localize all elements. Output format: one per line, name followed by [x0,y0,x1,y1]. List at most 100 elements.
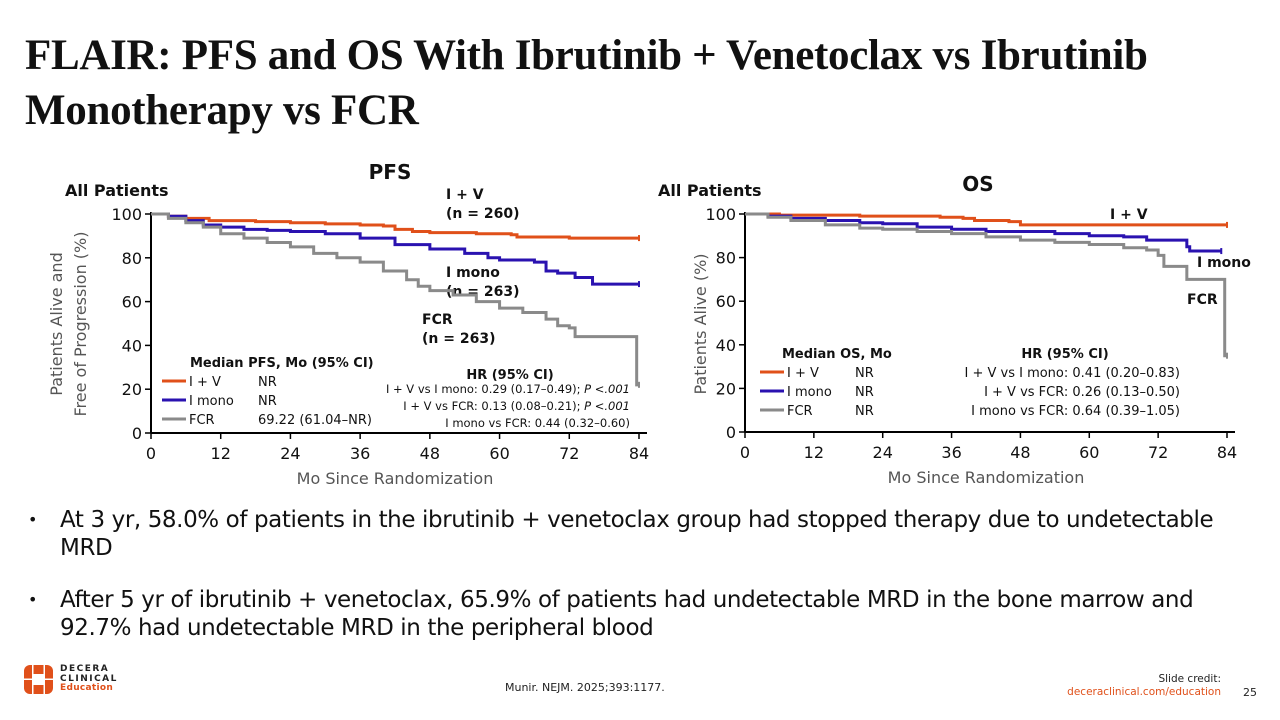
pfs-hr-p-value: P <.001 [584,399,630,413]
os-legend-value: NR [855,385,874,400]
logo-line-1: DECERA [60,664,110,675]
pfs-x-tick-label: 84 [629,444,649,463]
bullet-item: • At 3 yr, 58.0% of patients in the ibru… [28,506,1258,562]
os-hr-row: I + V vs I mono: 0.41 (0.20–0.83) [964,366,1180,381]
os-series-iv [745,212,1227,227]
pfs-series-label-iv: (n = 260) [446,206,519,222]
bullet-dot-icon: • [28,510,38,529]
pfs-y-tick-label: 60 [122,293,142,312]
os-x-tick-label: 84 [1217,443,1237,462]
os-x-tick-label: 0 [740,443,750,462]
pfs-subtitle: All Patients [65,181,169,200]
os-y-tick-label: 0 [726,423,736,442]
bullet-text: At 3 yr, 58.0% of patients in the ibruti… [60,507,1214,561]
os-hr-title: HR (95% CI) [1021,347,1108,362]
slide-title: FLAIR: PFS and OS With Ibrutinib + Venet… [25,32,1148,134]
pfs-hr-p-value: P <.001 [584,382,630,396]
pfs-legend-label: I mono [189,394,234,409]
pfs-series-fcr [151,212,639,387]
pfs-y-axis-label: Patients Alive and [47,252,66,395]
os-x-tick-label: 60 [1079,443,1099,462]
os-hr-row: I mono vs FCR: 0.64 (0.39–1.05) [971,404,1180,419]
slide-credit: Slide credit: deceraclinical.com/educati… [1067,673,1221,699]
os-x-tick-label: 48 [1010,443,1030,462]
pfs-series-label-imono: I mono [446,265,500,281]
os-x-tick-label: 72 [1148,443,1168,462]
decera-logo: DECERA CLINICAL Education [24,665,118,694]
decera-logo-icon [24,665,53,694]
os-y-axis-label: Patients Alive (%) [691,253,710,394]
pfs-y-tick-label: 40 [122,336,142,355]
os-x-tick-label: 12 [804,443,824,462]
pfs-hr-row: I + V vs I mono: 0.29 (0.17–0.49); P <.0… [386,382,630,396]
citation: Munir. NEJM. 2025;393:1177. [505,681,665,694]
pfs-legend-value: NR [258,375,277,390]
charts-canvas: PFS All Patients 0 20 40 60 80 100 0 12 24 36 48 60 72… [47,160,1251,488]
os-legend-title: Median OS, Mo [782,347,892,362]
os-chart-title: OS [962,172,993,196]
os-subtitle: All Patients [658,181,762,200]
os-series-label-imono: I mono [1197,255,1251,271]
pfs-y-tick-label: 80 [122,249,142,268]
os-hr-text: I + V vs I mono: 0.41 (0.20–0.83) [964,366,1180,381]
pfs-x-tick-label: 60 [489,444,509,463]
pfs-legend-value: NR [258,394,277,409]
pfs-series-iv [151,212,639,240]
logo-wordmark: DECERA CLINICAL Education [60,665,118,694]
os-y-tick-label: 60 [716,292,736,311]
bullet-text: After 5 yr of ibrutinib + venetoclax, 65… [60,587,1194,641]
credit-label: Slide credit: [1158,673,1221,685]
pfs-series-label-fcr: FCR [422,312,453,328]
pfs-series-label-imono: (n = 263) [446,284,519,300]
os-legend-value: NR [855,404,874,419]
pfs-hr-row: I + V vs FCR: 0.13 (0.08–0.21); P <.001 [403,399,630,413]
os-series-label-fcr: FCR [1187,292,1218,308]
credit-link[interactable]: deceraclinical.com/education [1067,686,1221,698]
os-x-axis-label: Mo Since Randomization [888,468,1085,487]
pfs-hr-title: HR (95% CI) [466,368,553,383]
os-legend-value: NR [855,366,874,381]
os-hr-text: I + V vs FCR: 0.26 (0.13–0.50) [984,385,1180,400]
pfs-x-tick-label: 36 [350,444,370,463]
os-x-tick-label: 36 [941,443,961,462]
pfs-series-imono [151,212,639,286]
pfs-hr-text: I + V vs I mono: 0.29 (0.17–0.49); [386,382,584,396]
pfs-legend-title: Median PFS, Mo (95% CI) [190,356,374,371]
os-y-tick-label: 80 [716,249,736,268]
bullet-list: • At 3 yr, 58.0% of patients in the ibru… [28,506,1258,666]
pfs-x-tick-label: 0 [146,444,156,463]
os-series-label-iv: I + V [1110,207,1148,223]
pfs-x-tick-label: 12 [211,444,231,463]
pfs-hr-text: I + V vs FCR: 0.13 (0.08–0.21); [403,399,584,413]
page-number: 25 [1243,686,1257,699]
os-y-tick-label: 20 [716,379,736,398]
bullet-dot-icon: • [28,590,38,609]
pfs-chart-title: PFS [369,160,412,184]
pfs-x-tick-label: 48 [420,444,440,463]
os-y-tick-label: 100 [705,205,736,224]
pfs-series-label-iv: I + V [446,187,484,203]
os-legend-label: I + V [787,366,819,381]
pfs-series-label-fcr: (n = 263) [422,331,495,347]
os-series-fcr [745,212,1227,358]
pfs-x-tick-label: 24 [280,444,300,463]
bullet-item: • After 5 yr of ibrutinib + venetoclax, … [28,586,1258,642]
os-y-tick-label: 40 [716,336,736,355]
os-hr-row: I + V vs FCR: 0.26 (0.13–0.50) [984,385,1180,400]
pfs-y-tick-label: 20 [122,380,142,399]
os-series-imono [745,212,1222,253]
pfs-x-tick-label: 72 [559,444,579,463]
pfs-y-tick-label: 0 [132,424,142,443]
pfs-legend-value: 69.22 (61.04–NR) [258,413,372,428]
pfs-legend-label: I + V [189,375,221,390]
pfs-y-axis-label: Free of Progression (%) [71,232,90,417]
pfs-hr-row: I mono vs FCR: 0.44 (0.32–0.60) [445,416,630,430]
logo-line-2: CLINICAL [60,673,118,684]
pfs-x-axis-label: Mo Since Randomization [297,469,494,488]
logo-line-3: Education [60,683,114,694]
os-legend-label: FCR [787,404,813,419]
os-legend-label: I mono [787,385,832,400]
os-hr-text: I mono vs FCR: 0.64 (0.39–1.05) [971,404,1180,419]
pfs-hr-text: I mono vs FCR: 0.44 (0.32–0.60) [445,416,630,430]
pfs-y-tick-label: 100 [111,205,142,224]
